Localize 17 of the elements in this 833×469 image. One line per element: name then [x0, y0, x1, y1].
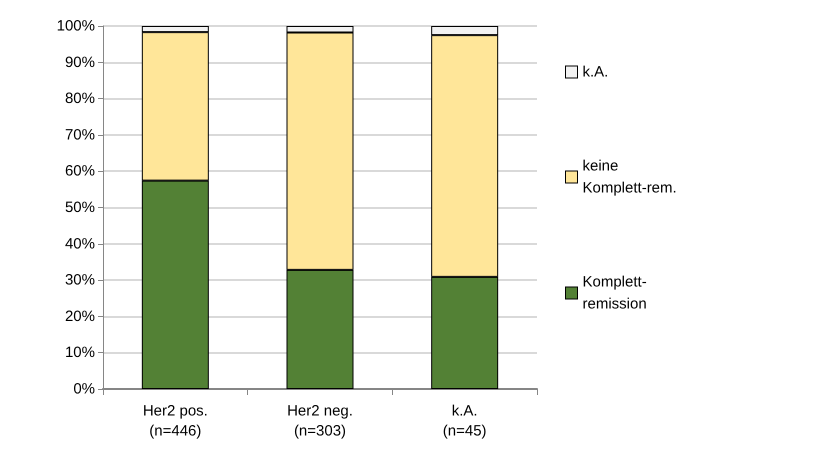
y-tick-label: 30%	[64, 272, 95, 289]
x-tick-label: Her2 pos. (n=446)	[142, 402, 208, 440]
y-tick-label: 60%	[64, 162, 95, 180]
y-tick-label: 50%	[64, 199, 95, 216]
x-tick-label: k.A. (n=45)	[442, 402, 487, 440]
legend-label: k.A.	[582, 64, 608, 80]
x-tick-label: Her2 neg. (n=303)	[287, 402, 353, 440]
y-tick-label: 0%	[73, 380, 95, 398]
y-tick-label: 100%	[56, 18, 95, 34]
y-tick-label: 10%	[64, 344, 95, 362]
y-tick-label: 80%	[64, 90, 95, 108]
legend-label: Komplett- remission	[582, 274, 647, 312]
y-tick-label: 20%	[64, 308, 95, 325]
y-tick-label: 90%	[64, 54, 95, 71]
y-tick-label: 70%	[64, 126, 95, 144]
legend-label: keine Komplett-rem.	[582, 158, 677, 196]
y-tick-label: 40%	[64, 235, 95, 252]
